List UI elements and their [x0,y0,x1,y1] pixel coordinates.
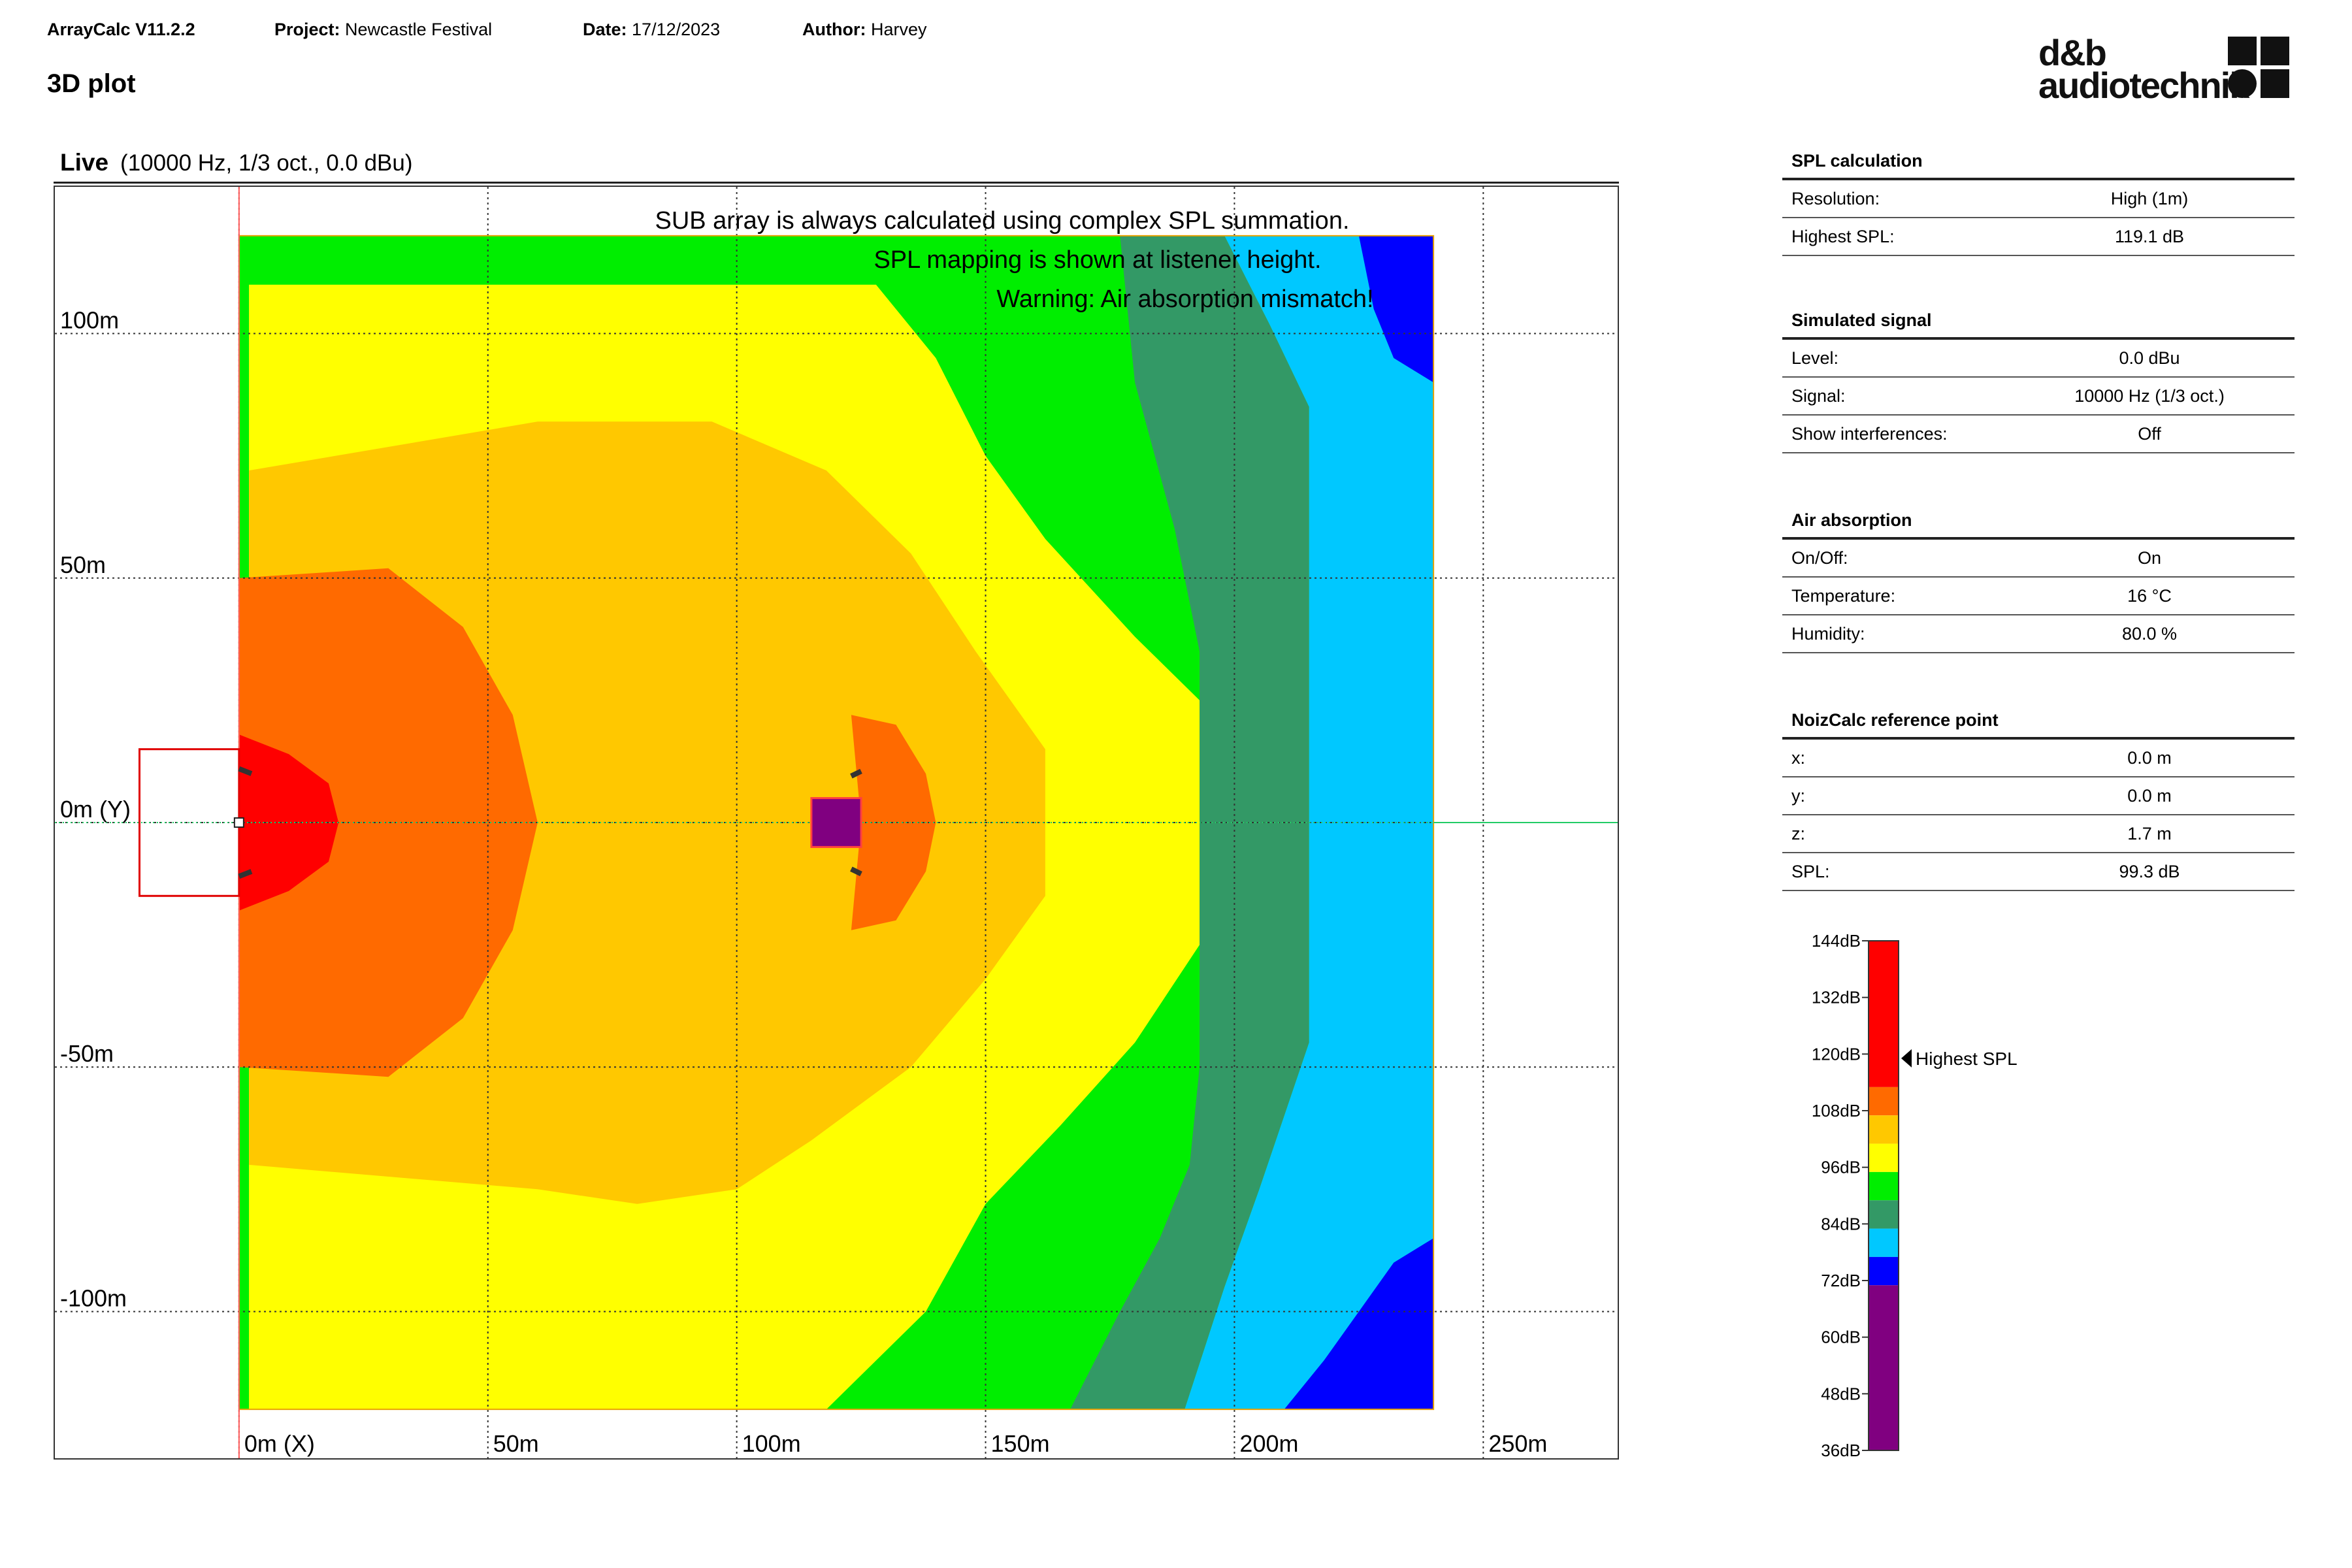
scale-band [1869,941,1899,1087]
scale-band [1869,1171,1899,1201]
speaker-bottom [238,869,253,879]
y-tick-label: -50m [60,1040,114,1067]
darkgreen-zone [1070,235,1309,1410]
row-show-interferences: Show interferences: Off [1782,416,2295,453]
cyan-zone [1184,235,1434,1410]
main-array [233,817,244,828]
scale-band [1869,1285,1899,1450]
blue-zone-top [1358,235,1434,383]
y-tick-label: -100m [60,1284,127,1311]
panel-title: NoizCalc reference point [1782,703,2295,740]
row-z: z: 1.7 m [1782,815,2295,853]
color-scale-svg: 144dB 132dB 120dB 108dB 96dB 84dB 72dB 60dB 48dB… [1812,931,2017,1460]
delay-speaker-top [850,768,862,779]
scale-tick-label: 120dB [1812,1044,1861,1064]
scale-band [1869,1086,1899,1116]
red-zone [238,734,339,911]
row-level: Level: 0.0 dBu [1782,340,2295,378]
logo-squares-icon [2228,37,2289,98]
scale-tick-label: 132dB [1812,988,1861,1007]
panel-simulated-signal: Simulated signal Level: 0.0 dBu Signal: 10… [1782,303,2295,453]
scale-band [1869,1200,1899,1229]
page-title: 3D plot [47,69,136,98]
y-tick-label: 100m [60,307,119,334]
blue-zone-bottom [1284,1238,1434,1410]
scale-band [1869,1256,1899,1286]
delay-speaker-bottom [850,866,862,877]
row-highest-spl: Highest SPL: 119.1 dB [1782,218,2295,256]
highest-spl-marker [1901,1049,1912,1068]
row-temperature: Temperature: 16 °C [1782,578,2295,615]
author-info: Author: Harvey [802,20,927,39]
y-tick-label: 50m [60,551,106,578]
logo-line-1: d&b [2038,32,2107,73]
delay-tower [810,797,862,848]
plot-message: SUB array is always calculated using com… [655,207,1349,235]
panel-title: SPL calculation [1782,144,2295,180]
scale-tick-label: 72dB [1821,1271,1861,1290]
plot-top-rule [54,182,1619,184]
x-tick-label: 100m [742,1430,801,1457]
spl-color-scale: 144dB 132dB 120dB 108dB 96dB 84dB 72dB 60dB 48dB… [1777,928,2104,1463]
plot-message: Warning: Air absorption mismatch! [996,286,1373,313]
panel-spl-calculation: SPL calculation Resolution: High (1m) Hig… [1782,144,2295,256]
x-tick-label: 150m [991,1430,1050,1457]
x-tick-label: 200m [1239,1430,1298,1457]
view-title: Live (10000 Hz, 1/3 oct., 0.0 dBu) [60,149,413,176]
row-signal: Signal: 10000 Hz (1/3 oct.) [1782,378,2295,416]
scale-tick-label: 84dB [1821,1214,1861,1233]
scale-band [1869,1228,1899,1257]
x-tick-label: 250m [1488,1430,1547,1457]
row-resolution: Resolution: High (1m) [1782,180,2295,218]
panel-noizcalc-reference: NoizCalc reference point x: 0.0 m y: 0.0 m… [1782,703,2295,891]
scale-tick-label: 144dB [1812,931,1861,951]
scale-tick-label: 96dB [1821,1158,1861,1177]
y-tick-label: 0m (Y) [60,796,131,823]
project-info: Project: Newcastle Festival [274,20,493,39]
logo-line-2: audiotechnik [2038,65,2249,106]
scale-frame [1868,940,1899,1451]
row-spl: SPL: 99.3 dB [1782,853,2295,891]
scale-band [1869,1115,1899,1144]
scale-tick-label: 48dB [1821,1384,1861,1403]
panel-title: Simulated signal [1782,303,2295,340]
orange-zone-center [851,715,936,930]
row-humidity: Humidity: 80.0 % [1782,615,2295,653]
x-tick-label: 0m (X) [244,1430,315,1457]
row-y: y: 0.0 m [1782,777,2295,815]
highest-spl-label: Highest SPL [1916,1049,2017,1069]
scale-tick-label: 36dB [1821,1441,1861,1460]
spl-map-svg: 0m (X) 50m 100m 150m 200m 250m 100m 50m 0m (Y) -5… [55,187,1618,1458]
row-x: x: 0.0 m [1782,740,2295,777]
db-logo: d&b audiotechnik [2038,32,2289,106]
x-tick-label: 50m [493,1430,539,1457]
spl-plot: 0m (X) 50m 100m 150m 200m 250m 100m 50m 0m (Y) -5… [54,186,1619,1460]
speaker-top [238,766,253,776]
scale-tick-label: 108dB [1812,1101,1861,1120]
app-version: ArrayCalc V11.2.2 [47,20,195,39]
panel-air-absorption: Air absorption On/Off: On Temperature: 16 … [1782,503,2295,653]
project-name: Newcastle Festival [345,20,493,39]
view-mode: Live [60,149,109,176]
row-on-off: On/Off: On [1782,540,2295,578]
date-value: 17/12/2023 [632,20,721,39]
plot-message: SPL mapping is shown at listener height. [874,246,1321,274]
view-params: (10000 Hz, 1/3 oct., 0.0 dBu) [120,150,413,176]
scale-band [1869,1143,1899,1172]
scale-tick-label: 60dB [1821,1328,1861,1347]
date-info: Date: 17/12/2023 [583,20,721,39]
author-value: Harvey [870,20,927,39]
panel-title: Air absorption [1782,503,2295,540]
